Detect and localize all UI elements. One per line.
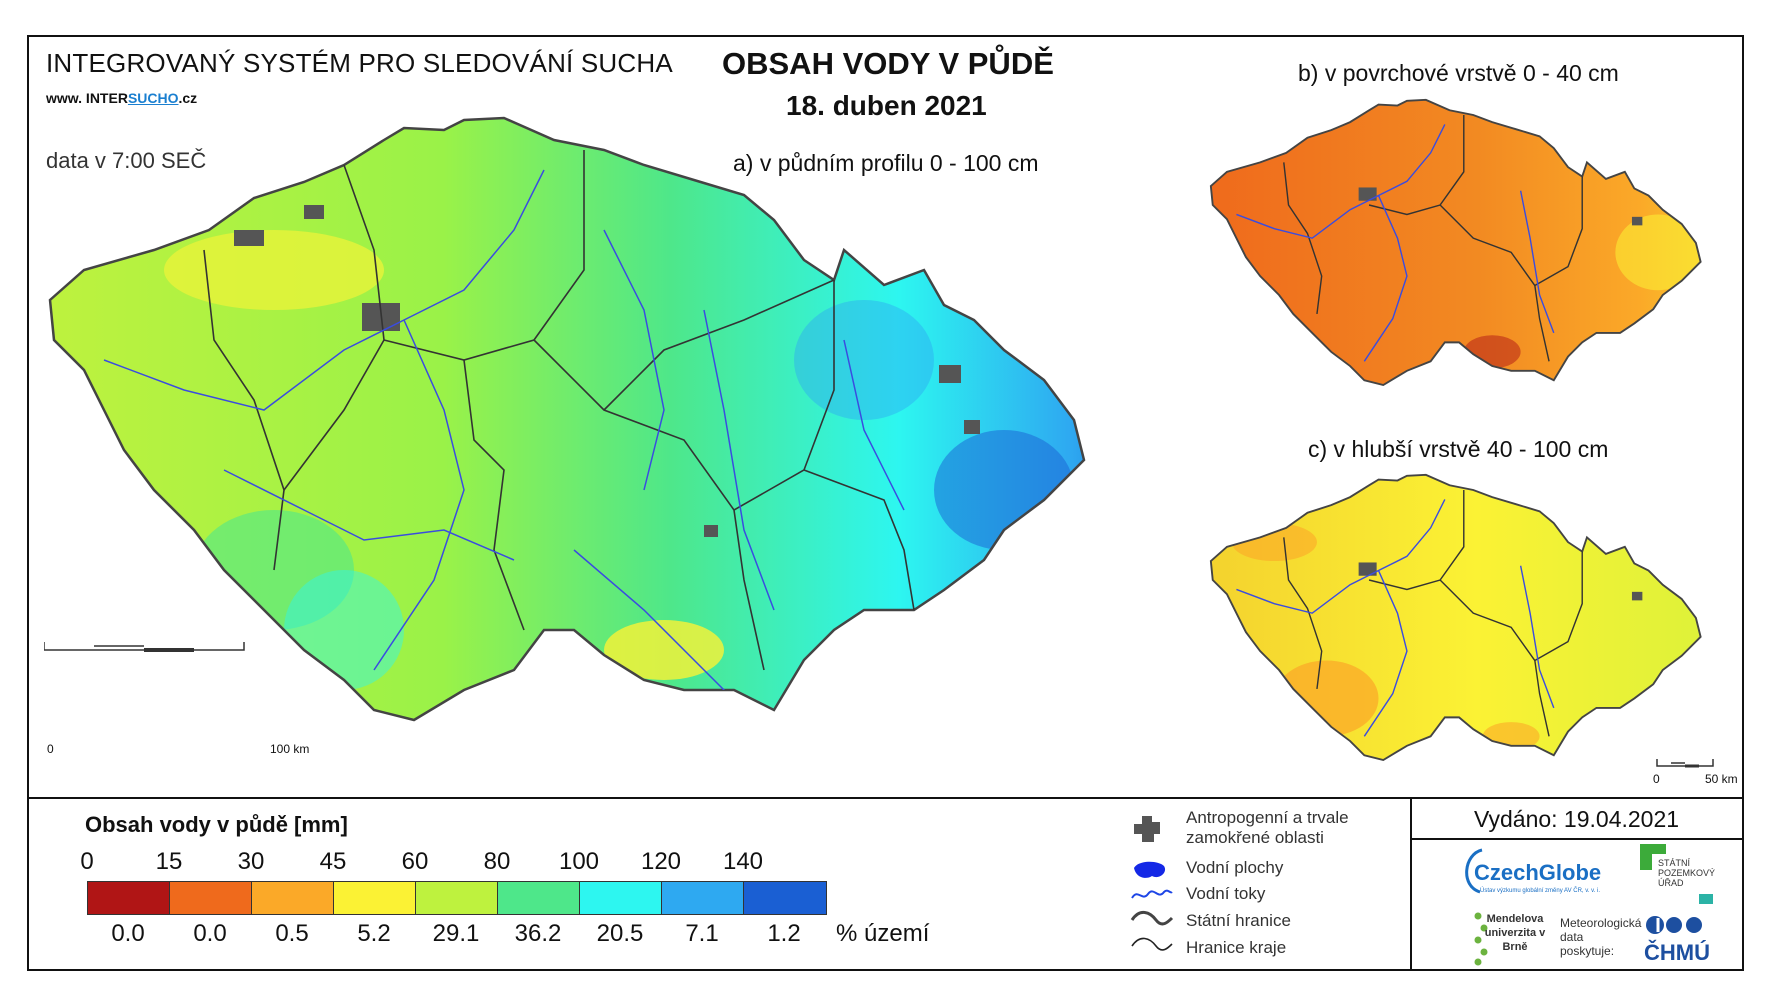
region-border-icon xyxy=(1131,937,1173,951)
map-c-scale-end: 50 km xyxy=(1705,772,1738,786)
state-border-icon xyxy=(1130,911,1174,926)
data-time: data v 7:00 SEČ xyxy=(46,148,207,173)
map-a-label: a) v půdním profilu 0 - 100 cm xyxy=(733,150,1039,176)
legend-bin xyxy=(334,882,416,914)
spu-logo-text: STÁTNÍ POZEMKOVÝ ÚŘAD xyxy=(1658,858,1716,888)
legend-percentage: 5.2 xyxy=(357,920,391,947)
url-prefix: www. INTER xyxy=(46,90,128,106)
page-title: OBSAH VODY V PŮDĚ xyxy=(722,46,1054,81)
map-frame xyxy=(27,35,1744,971)
map-c-label: c) v hlubší vrstvě 40 - 100 cm xyxy=(1308,436,1609,462)
water-body-icon xyxy=(1134,861,1166,878)
legend-threshold: 140 xyxy=(722,848,764,875)
spu-accent-icon xyxy=(1699,894,1713,904)
legend-percentage: 29.1 xyxy=(432,920,480,947)
legend-bin xyxy=(252,882,334,914)
chmu-logo-icon xyxy=(1646,916,1702,934)
map-b-label: b) v povrchové vrstvě 0 - 40 cm xyxy=(1298,60,1619,86)
legend-percentage: 36.2 xyxy=(514,920,562,947)
legend-bin xyxy=(580,882,662,914)
legend-bin xyxy=(170,882,252,914)
map-b-surface-layer xyxy=(1209,98,1702,387)
map-a-scale-bar xyxy=(44,642,245,652)
footer-divider-vertical xyxy=(1410,797,1412,971)
stream-icon xyxy=(1131,889,1173,899)
czechglobe-arc-icon xyxy=(1465,848,1483,894)
mendel-dots-icon xyxy=(1474,912,1488,966)
map-c-scale-start: 0 xyxy=(1653,772,1660,786)
legend-threshold: 45 xyxy=(319,848,347,875)
legend-bin xyxy=(744,882,826,914)
map-c-scale-bar xyxy=(1656,759,1714,768)
mendel-logo-text: Mendelova univerzita v Brně xyxy=(1484,913,1546,953)
key-urban-label: Antropogenní a trvale zamokřené oblasti xyxy=(1186,808,1349,847)
legend-percentage: 7.1 xyxy=(685,920,719,947)
legend-title: Obsah vody v půdě [mm] xyxy=(85,812,348,837)
legend-percentage: 0.0 xyxy=(111,920,145,947)
met-data-text: Meteorologická data poskytuje: xyxy=(1560,916,1642,958)
legend-percentage: 0.0 xyxy=(193,920,227,947)
legend-bin xyxy=(88,882,170,914)
legend-color-scale xyxy=(87,881,827,915)
legend-threshold: 80 xyxy=(483,848,511,875)
key-streams-label: Vodní toky xyxy=(1186,884,1266,903)
legend-bin xyxy=(416,882,498,914)
chmu-logo-text: ČHMÚ xyxy=(1644,940,1710,965)
legend-threshold: 15 xyxy=(155,848,183,875)
map-date: 18. duben 2021 xyxy=(786,90,987,121)
map-c-deeper-layer xyxy=(1209,473,1702,762)
system-title: INTEGROVANÝ SYSTÉM PRO SLEDOVÁNÍ SUCHA xyxy=(46,48,673,78)
map-a-scale-start: 0 xyxy=(47,742,54,756)
legend-percent-unit: % území xyxy=(836,920,930,947)
legend-threshold: 30 xyxy=(237,848,265,875)
key-water-bodies-label: Vodní plochy xyxy=(1186,858,1284,877)
key-state-border-label: Státní hranice xyxy=(1186,911,1291,930)
legend-percentage: 0.5 xyxy=(275,920,309,947)
legend-divider xyxy=(27,797,1744,799)
key-region-border-label: Hranice kraje xyxy=(1186,938,1287,957)
legend-bin xyxy=(662,882,744,914)
map-a-scale-end: 100 km xyxy=(270,742,310,756)
urban-area-icon xyxy=(1134,816,1160,842)
url-suffix: .cz xyxy=(178,90,198,106)
legend-threshold: 60 xyxy=(401,848,429,875)
legend-threshold: 100 xyxy=(558,848,600,875)
map-a-soil-profile xyxy=(44,116,1086,722)
spu-logo-icon xyxy=(1640,844,1666,870)
footer-divider-horizontal xyxy=(1410,838,1744,840)
issued-date: Vydáno: 19.04.2021 xyxy=(1474,806,1680,832)
czechglobe-subtitle: Ústav výzkumu globální změny AV ČR, v. v… xyxy=(1480,888,1601,894)
website-url[interactable]: www. INTERSUCHO.cz xyxy=(46,90,197,106)
url-highlight: SUCHO xyxy=(127,90,179,106)
czechglobe-logo: CzechGlobe xyxy=(1474,860,1602,885)
legend-threshold: 120 xyxy=(640,848,682,875)
legend-percentage: 1.2 xyxy=(767,920,801,947)
legend-threshold: 0 xyxy=(80,848,94,875)
legend-bin xyxy=(498,882,580,914)
legend-percentage: 20.5 xyxy=(596,920,644,947)
